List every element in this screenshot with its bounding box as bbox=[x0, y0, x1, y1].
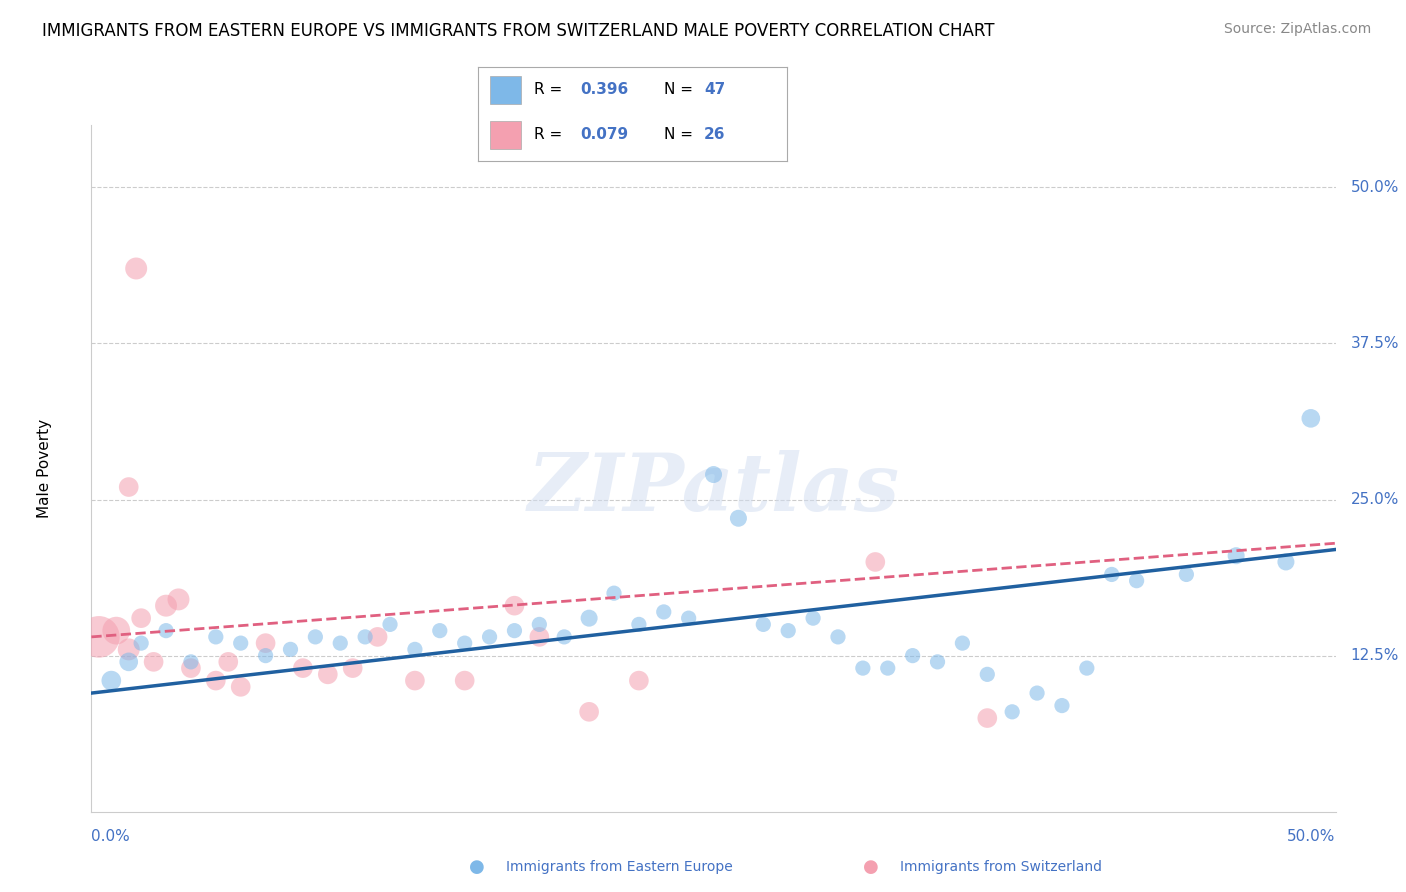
Point bbox=[316, 667, 339, 681]
Point bbox=[503, 624, 526, 638]
Point bbox=[578, 705, 600, 719]
Point bbox=[378, 617, 401, 632]
Point bbox=[105, 624, 128, 638]
Bar bbox=[491, 121, 522, 149]
Point bbox=[1275, 555, 1298, 569]
Text: Immigrants from Eastern Europe: Immigrants from Eastern Europe bbox=[506, 860, 733, 874]
Point bbox=[404, 673, 426, 688]
Text: 0.396: 0.396 bbox=[581, 82, 628, 97]
Text: Immigrants from Switzerland: Immigrants from Switzerland bbox=[900, 860, 1102, 874]
Text: R =: R = bbox=[534, 82, 567, 97]
Text: 47: 47 bbox=[704, 82, 725, 97]
Point bbox=[901, 648, 924, 663]
Bar bbox=[491, 77, 522, 104]
Point bbox=[129, 636, 152, 650]
Point bbox=[627, 617, 650, 632]
Text: 0.079: 0.079 bbox=[581, 128, 628, 143]
Point bbox=[1026, 686, 1049, 700]
Point bbox=[678, 611, 700, 625]
Point bbox=[1050, 698, 1073, 713]
Point bbox=[453, 636, 475, 650]
Text: ZIPatlas: ZIPatlas bbox=[527, 450, 900, 528]
Text: N =: N = bbox=[664, 82, 697, 97]
Text: 50.0%: 50.0% bbox=[1288, 829, 1336, 844]
Point bbox=[280, 642, 302, 657]
Point bbox=[529, 630, 551, 644]
Text: Male Poverty: Male Poverty bbox=[37, 418, 52, 518]
Point bbox=[1101, 567, 1123, 582]
Point bbox=[1125, 574, 1147, 588]
Text: ●: ● bbox=[863, 858, 879, 876]
Point bbox=[950, 636, 973, 650]
Point bbox=[254, 648, 277, 663]
Point bbox=[125, 261, 148, 276]
Point bbox=[205, 673, 228, 688]
Point bbox=[304, 630, 326, 644]
Point bbox=[876, 661, 898, 675]
Point bbox=[827, 630, 849, 644]
Point bbox=[129, 611, 152, 625]
Point bbox=[976, 711, 998, 725]
Point bbox=[1299, 411, 1322, 425]
Point bbox=[1001, 705, 1024, 719]
Point bbox=[1225, 549, 1247, 563]
Point bbox=[155, 599, 177, 613]
Point bbox=[155, 624, 177, 638]
Text: 12.5%: 12.5% bbox=[1351, 648, 1399, 663]
Point bbox=[404, 642, 426, 657]
Point bbox=[976, 667, 998, 681]
Point bbox=[100, 673, 122, 688]
Text: Source: ZipAtlas.com: Source: ZipAtlas.com bbox=[1223, 22, 1371, 37]
Text: N =: N = bbox=[664, 128, 697, 143]
Point bbox=[180, 655, 202, 669]
Point bbox=[478, 630, 501, 644]
Point bbox=[367, 630, 389, 644]
Point bbox=[229, 680, 252, 694]
Point bbox=[229, 636, 252, 650]
Point bbox=[503, 599, 526, 613]
Point bbox=[342, 661, 364, 675]
Point bbox=[118, 642, 141, 657]
Text: 0.0%: 0.0% bbox=[91, 829, 131, 844]
Point bbox=[752, 617, 775, 632]
Text: 37.5%: 37.5% bbox=[1351, 336, 1399, 351]
Point bbox=[529, 617, 551, 632]
Point bbox=[778, 624, 800, 638]
Point bbox=[205, 630, 228, 644]
Point bbox=[87, 630, 110, 644]
Point bbox=[453, 673, 475, 688]
Text: IMMIGRANTS FROM EASTERN EUROPE VS IMMIGRANTS FROM SWITZERLAND MALE POVERTY CORRE: IMMIGRANTS FROM EASTERN EUROPE VS IMMIGR… bbox=[42, 22, 994, 40]
Text: 26: 26 bbox=[704, 128, 725, 143]
Point bbox=[118, 480, 141, 494]
Text: R =: R = bbox=[534, 128, 567, 143]
Point bbox=[801, 611, 824, 625]
Point bbox=[254, 636, 277, 650]
Text: 50.0%: 50.0% bbox=[1351, 180, 1399, 194]
Point bbox=[702, 467, 725, 482]
Text: ●: ● bbox=[470, 858, 485, 876]
Point bbox=[180, 661, 202, 675]
Point bbox=[865, 555, 887, 569]
Point bbox=[727, 511, 749, 525]
Point bbox=[852, 661, 875, 675]
Point bbox=[167, 592, 190, 607]
Point bbox=[1175, 567, 1198, 582]
Text: 25.0%: 25.0% bbox=[1351, 492, 1399, 507]
Point bbox=[329, 636, 352, 650]
Point bbox=[578, 611, 600, 625]
Point bbox=[603, 586, 626, 600]
Point bbox=[429, 624, 451, 638]
Point bbox=[142, 655, 165, 669]
Point bbox=[627, 673, 650, 688]
Point bbox=[291, 661, 314, 675]
Point bbox=[1076, 661, 1098, 675]
Point bbox=[217, 655, 239, 669]
Point bbox=[927, 655, 949, 669]
Point bbox=[118, 655, 141, 669]
Point bbox=[652, 605, 675, 619]
Point bbox=[553, 630, 575, 644]
Point bbox=[354, 630, 377, 644]
